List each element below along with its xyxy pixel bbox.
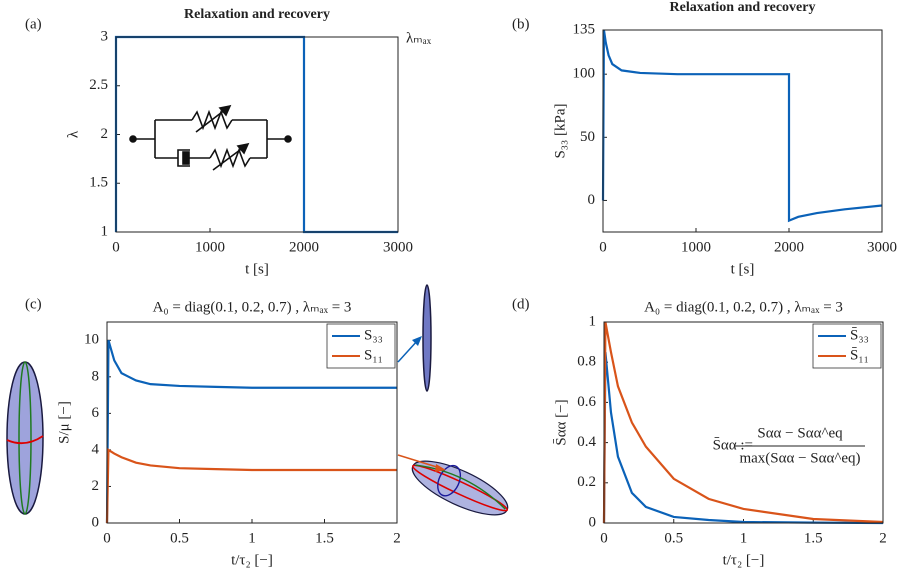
y-tick-label: 1 [589,313,597,329]
y-tick-label: 0 [588,192,596,208]
data-line [114,35,398,234]
legend-label: S̄₁₁ [850,347,869,363]
x-tick-label: 1.5 [804,530,823,546]
legend-label: S₃₃ [364,327,383,343]
formula-lhs: S̄αα := [713,437,753,453]
x-axis-label: t [s] [731,261,755,277]
data-line [105,447,397,524]
data-line [105,339,397,524]
ellipsoid-flat [411,460,509,516]
x-tick-label: 3000 [867,239,897,255]
x-tick-label: 1000 [681,239,711,255]
x-tick-label: 2000 [289,239,319,255]
y-tick-label: 0 [92,514,100,530]
y-tick-label: 3 [101,28,109,44]
x-tick-label: 2 [879,530,887,546]
y-tick-label: 0 [589,514,597,530]
legend: S̄₃₃ S̄₁₁ [812,323,882,369]
legend: S₃₃ S₁₁ [326,323,396,369]
data-line [602,321,884,524]
y-tick-label: 0.2 [577,474,596,490]
x-tick-label: 1 [740,530,748,546]
chart-title: Relaxation and recovery [184,7,330,22]
x-tick-label: 0 [599,239,607,255]
y-tick-label: 100 [573,66,596,82]
y-tick-label: 8 [92,368,100,384]
legend-label: S₁₁ [364,347,383,363]
plot-frame [602,29,883,233]
data-line [602,352,884,525]
y-tick-label: 0.4 [577,434,596,450]
arrows [397,336,446,472]
x-tick-label: 1000 [195,239,225,255]
plot-frame [603,321,884,524]
y-tick-label: 2 [101,126,109,142]
chart-title: A₀ = diag(0.1, 0.2, 0.7) , λₘₐₓ = 3 [644,299,843,315]
plot-frame [115,36,399,233]
chart-title: A₀ = diag(0.1, 0.2, 0.7) , λₘₐₓ = 3 [153,299,352,315]
data-line [601,29,883,223]
x-axis-label: t/τ₂ [−] [723,552,765,568]
x-axis-label: t/τ₂ [−] [231,552,273,568]
y-tick-label: 135 [573,21,596,37]
legend-box [812,323,882,369]
x-tick-label: 3000 [383,239,413,255]
x-tick-label: 0 [112,239,120,255]
formula-denominator: max(Sαα − Sαα^eq) [739,450,860,466]
legend-box [326,323,396,369]
panel-label: (b) [512,16,530,32]
rheology-diagram [129,104,292,171]
x-tick-label: 0 [600,530,608,546]
panel-label: (a) [25,16,42,32]
y-tick-label: 10 [84,332,99,348]
y-axis-label: S̄αα [−] [553,399,569,445]
x-tick-label: 2000 [774,239,804,255]
panel-label: (d) [512,296,530,312]
panel-label: (c) [25,296,42,312]
y-tick-label: 2 [92,478,100,494]
chart-title: Relaxation and recovery [670,0,816,15]
y-tick-label: 0.8 [577,354,596,370]
x-tick-label: 0 [103,530,111,546]
y-tick-label: 4 [92,441,100,457]
x-tick-label: 2 [393,530,401,546]
legend-label: S̄₃₃ [850,327,869,343]
x-tick-label: 1 [248,530,256,546]
annotation: λₘₐₓ [406,30,432,46]
y-axis-label: S/μ [−] [56,401,72,444]
y-axis-label: λ [65,130,81,138]
x-tick-label: 0.5 [664,530,683,546]
ellipsoid-thin [422,284,432,392]
y-tick-label: 0.6 [577,394,596,410]
x-tick-label: 0.5 [170,530,189,546]
y-tick-label: 50 [580,129,595,145]
ellipsoid-initial [6,361,44,515]
y-tick-label: 1.5 [89,175,108,191]
y-axis-label: S₃₃ [kPa] [552,103,568,158]
y-tick-label: 6 [92,405,100,421]
formula-numerator: Sαα − Sαα^eq [757,425,843,441]
y-tick-label: 1 [101,223,109,239]
plot-frame [106,321,398,524]
x-tick-label: 1.5 [315,530,334,546]
y-tick-label: 2.5 [89,77,108,93]
x-axis-label: t [s] [245,261,269,277]
